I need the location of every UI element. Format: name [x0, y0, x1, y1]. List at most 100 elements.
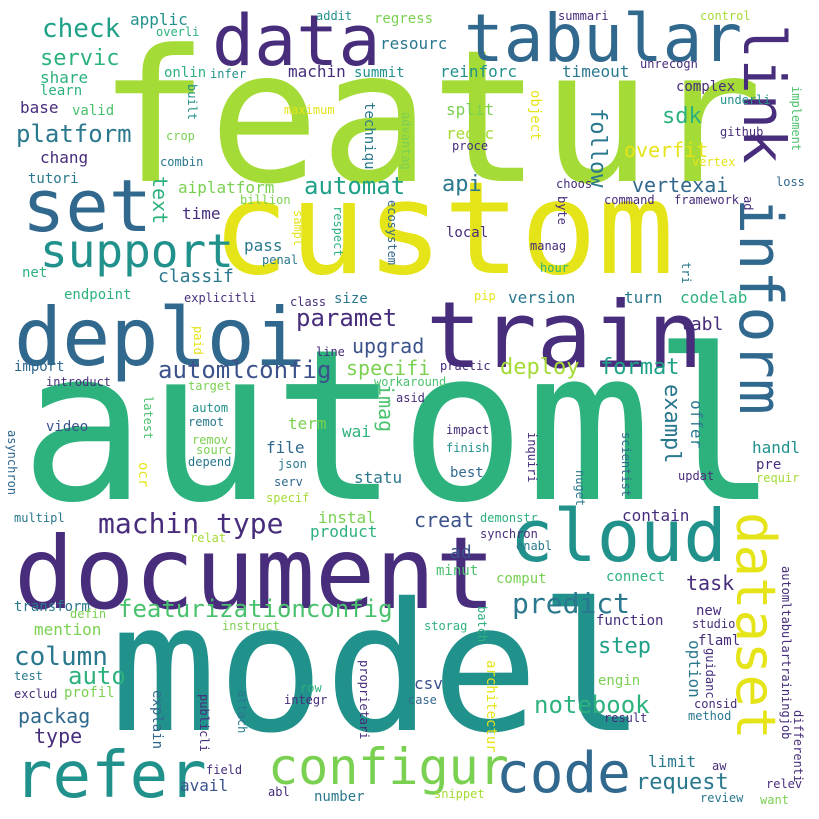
word-row: row: [300, 681, 322, 695]
word-task: task: [686, 571, 735, 595]
word-specif: specif: [266, 491, 310, 505]
word-synchron: synchron: [480, 527, 538, 541]
word-summari: summari: [558, 9, 609, 23]
word-timeout: timeout: [562, 62, 630, 81]
word-avail: avail: [180, 776, 229, 795]
word-check: check: [42, 14, 121, 44]
word-packag: packag: [18, 704, 91, 728]
word-github: github: [720, 125, 764, 139]
word-split: split: [446, 100, 495, 119]
word-workaround: workaround: [374, 375, 447, 389]
word-requir: requir: [756, 471, 800, 485]
word-text: text: [148, 176, 172, 225]
word-billion: billion: [240, 193, 291, 207]
word-publicli: publicli: [197, 694, 211, 752]
word-crop: crop: [166, 129, 195, 143]
word-machin-type: machin type: [98, 507, 284, 540]
word-want: want: [760, 793, 789, 807]
word-imag: imag: [374, 384, 398, 433]
word-net: net: [22, 265, 48, 281]
word-depend: depend: [188, 455, 232, 469]
word-product: product: [310, 522, 378, 541]
word-advantag: advantag: [399, 112, 413, 170]
word-overli: overli: [156, 25, 200, 39]
word-base: base: [20, 98, 59, 117]
word-handl: handl: [752, 438, 801, 457]
word-deploi: deploi: [14, 291, 303, 384]
word-data: data: [212, 0, 381, 82]
word-proce: proce: [452, 139, 489, 153]
word-class: class: [290, 295, 327, 309]
word-latest: latest: [141, 396, 155, 440]
word-function: function: [596, 613, 664, 629]
word-respect: respect: [331, 206, 345, 257]
word-automlconfig: automlconfig: [158, 356, 332, 384]
word-loss: loss: [776, 175, 805, 189]
word-share: share: [40, 68, 89, 87]
word-column: column: [14, 642, 108, 672]
word-vertexai: vertexai: [632, 173, 729, 197]
word-refer: refer: [14, 739, 207, 813]
word-case: case: [408, 693, 437, 707]
word-attach: attach: [235, 690, 249, 734]
word-engin: engin: [598, 673, 641, 689]
word-option: option: [685, 640, 704, 698]
word-deploy: deploy: [500, 355, 580, 380]
word-learn: learn: [40, 83, 83, 99]
word-summit: summit: [354, 65, 405, 81]
word-link: link: [730, 24, 798, 164]
word-vertex: vertex: [692, 155, 736, 169]
word-ocr: ocr: [135, 462, 151, 488]
word-predict: predict: [512, 587, 631, 620]
word-infer: infer: [210, 67, 247, 81]
word-ad: ad: [450, 542, 472, 563]
word-asynchron: asynchron: [5, 430, 19, 496]
word-set: set: [22, 164, 153, 248]
word-storag: storag: [424, 619, 468, 633]
word-request: request: [636, 770, 729, 795]
word-file: file: [266, 438, 305, 457]
word-sdk: sdk: [662, 104, 702, 129]
word-relev: relev: [766, 777, 803, 791]
word-number: number: [314, 789, 365, 805]
word-choos: choos: [556, 177, 593, 191]
word-automltabulartrainingjob: automltabulartrainingjob: [779, 566, 793, 740]
word-proprietari: proprietari: [357, 660, 371, 740]
word-csv: csv: [414, 674, 443, 693]
word-valid: valid: [72, 103, 115, 119]
word-servic: servic: [40, 46, 120, 71]
word-follow: follow: [585, 108, 610, 188]
word-format: format: [600, 355, 680, 380]
word-object: object: [527, 90, 543, 141]
word-limit: limit: [648, 752, 697, 771]
word-built: built: [185, 84, 199, 121]
word-featurizationconfig: featurizationconfig: [118, 595, 393, 623]
word-machin: machin: [288, 62, 346, 81]
word-tabl: tabl: [680, 314, 724, 335]
word-sourc: sourc: [196, 443, 233, 457]
word-maximum: maximum: [284, 103, 335, 117]
word-guidanc: guidanc: [703, 648, 717, 699]
word-relat: relat: [190, 531, 227, 545]
word-manag: manag: [530, 239, 567, 253]
word-statu: statu: [354, 468, 403, 487]
word-chang: chang: [40, 148, 89, 167]
word-step: step: [598, 634, 651, 659]
word-instruct: instruct: [222, 619, 280, 633]
word-configur: configur: [268, 738, 509, 796]
word-type: type: [34, 724, 83, 748]
word-import: import: [14, 359, 65, 375]
word-method: method: [688, 709, 732, 723]
word-version: version: [508, 288, 576, 307]
word-local: local: [446, 225, 489, 241]
word-time: time: [182, 204, 221, 223]
word-document: document: [14, 515, 496, 632]
word-exclud: exclud: [14, 687, 58, 701]
word-underli: underli: [720, 93, 771, 107]
word-automl: automl: [20, 304, 779, 549]
word-multipl: multipl: [14, 511, 65, 525]
word-auto: auto: [68, 662, 126, 690]
word-integr: integr: [284, 693, 328, 707]
word-techniqu: techniqu: [361, 102, 377, 170]
